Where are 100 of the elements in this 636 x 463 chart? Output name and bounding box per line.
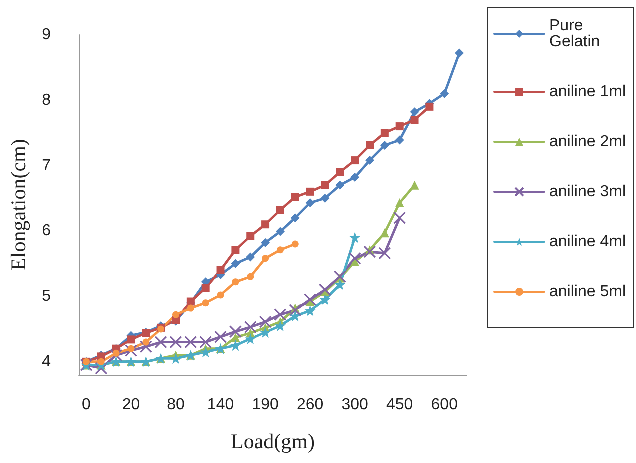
legend-label: aniline 3ml	[550, 184, 626, 200]
point	[170, 353, 182, 364]
point	[232, 246, 240, 254]
y-tick-label: 8	[42, 92, 52, 109]
point	[229, 326, 242, 338]
point	[154, 336, 168, 349]
x-tick-label: 260	[296, 396, 324, 414]
point	[200, 346, 212, 358]
point	[231, 333, 240, 342]
x-tick-label: 20	[122, 396, 140, 414]
point	[260, 327, 272, 338]
point	[274, 320, 286, 332]
point	[246, 232, 255, 240]
point	[245, 334, 256, 345]
point	[98, 358, 105, 366]
point	[351, 156, 360, 165]
point	[291, 193, 300, 202]
point	[187, 304, 194, 312]
x-axis-title: Load(gm)	[231, 430, 315, 454]
point	[366, 156, 374, 166]
point	[336, 168, 344, 176]
point	[304, 294, 317, 306]
point	[350, 232, 361, 244]
point	[140, 340, 152, 354]
point	[214, 330, 228, 344]
point	[112, 350, 120, 357]
point	[142, 338, 150, 346]
point	[202, 284, 210, 292]
x-tick-label: 80	[167, 396, 185, 414]
y-tick-label: 7	[42, 157, 52, 174]
point	[321, 181, 330, 190]
point	[440, 89, 450, 98]
y-tick-label: 5	[42, 288, 52, 306]
point	[395, 136, 404, 145]
point	[320, 194, 330, 203]
point	[410, 108, 420, 117]
point	[334, 270, 346, 284]
point	[348, 252, 362, 265]
point	[320, 294, 331, 306]
point	[276, 206, 284, 214]
point	[262, 220, 270, 229]
y-tick-label: 4	[42, 353, 52, 370]
point	[95, 362, 108, 375]
point	[380, 129, 389, 138]
point	[231, 259, 240, 268]
point	[276, 246, 284, 254]
point	[217, 292, 224, 299]
point	[378, 247, 392, 260]
point	[247, 273, 254, 280]
legend-label: Pure Gelatin	[550, 18, 600, 50]
y-tick-label: 9	[42, 26, 52, 44]
point	[292, 240, 299, 248]
point	[290, 310, 301, 322]
point	[184, 336, 198, 349]
legend-label: aniline 4ml	[550, 234, 626, 250]
point	[262, 255, 270, 262]
point	[246, 252, 256, 262]
point	[289, 304, 302, 317]
x-tick-label: 140	[207, 396, 234, 414]
point	[124, 344, 138, 358]
x-tick-label: 300	[342, 396, 369, 414]
x-tick-label: 600	[431, 396, 458, 414]
point	[395, 198, 404, 208]
point	[350, 173, 360, 182]
point	[455, 48, 464, 58]
point	[410, 116, 419, 124]
y-tick-label: 6	[42, 222, 52, 240]
point	[232, 278, 240, 286]
point	[318, 284, 332, 296]
point	[364, 246, 376, 258]
point	[396, 122, 404, 131]
point	[306, 188, 314, 196]
point	[261, 238, 270, 248]
legend-label: aniline 5ml	[550, 284, 626, 300]
legend-label: aniline 1ml	[550, 84, 626, 100]
point	[230, 340, 242, 352]
point	[216, 266, 225, 274]
point	[336, 180, 345, 190]
x-tick-label: 190	[252, 396, 279, 414]
point	[244, 320, 257, 334]
point	[304, 305, 316, 316]
point	[276, 227, 285, 236]
legend-label: aniline 2ml	[550, 134, 626, 150]
point	[366, 142, 374, 150]
point	[410, 180, 420, 190]
point	[170, 336, 182, 349]
point	[426, 102, 434, 111]
point	[334, 279, 346, 290]
point	[202, 300, 210, 307]
point	[127, 336, 136, 344]
point	[306, 198, 315, 208]
point	[394, 212, 406, 224]
point	[259, 316, 272, 328]
point	[200, 336, 212, 349]
point	[274, 308, 287, 322]
point	[380, 141, 390, 150]
point	[128, 345, 135, 352]
y-axis-title: Elongation(cm)	[6, 139, 30, 271]
point	[172, 311, 180, 318]
x-tick-label: 450	[386, 396, 414, 414]
